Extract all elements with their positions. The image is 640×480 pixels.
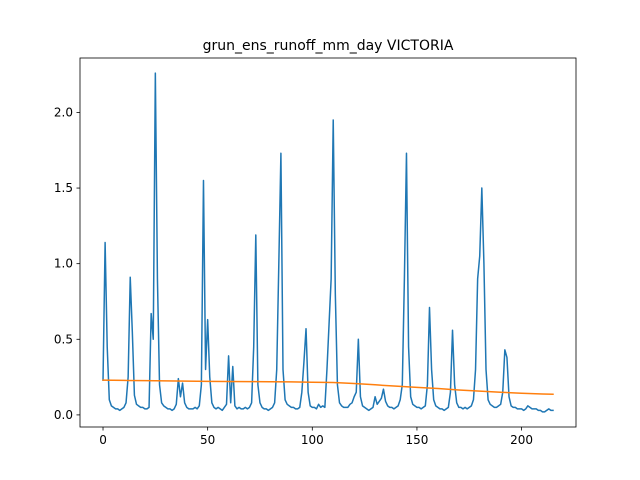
y-tick-label: 0.5: [54, 332, 73, 346]
x-tick-label: 100: [301, 433, 324, 447]
x-tick-label: 200: [510, 433, 533, 447]
y-tick-label: 2.0: [54, 105, 73, 119]
x-tick-label: 0: [99, 433, 107, 447]
y-tick-label: 0.0: [54, 408, 73, 422]
chart-title: grun_ens_runoff_mm_day VICTORIA: [203, 38, 454, 54]
x-tick-label: 50: [200, 433, 215, 447]
y-tick-label: 1.5: [54, 181, 73, 195]
y-tick-label: 1.0: [54, 257, 73, 271]
plot-frame: [79, 57, 577, 428]
x-tick-label: 150: [405, 433, 428, 447]
series-line-2: [102, 379, 554, 395]
series-line-1: [102, 72, 554, 413]
x-axis: 0 50 100 150 200: [99, 427, 533, 447]
series-layer: [102, 72, 554, 413]
y-axis: 0.0 0.5 1.0 1.5 2.0: [54, 105, 80, 422]
